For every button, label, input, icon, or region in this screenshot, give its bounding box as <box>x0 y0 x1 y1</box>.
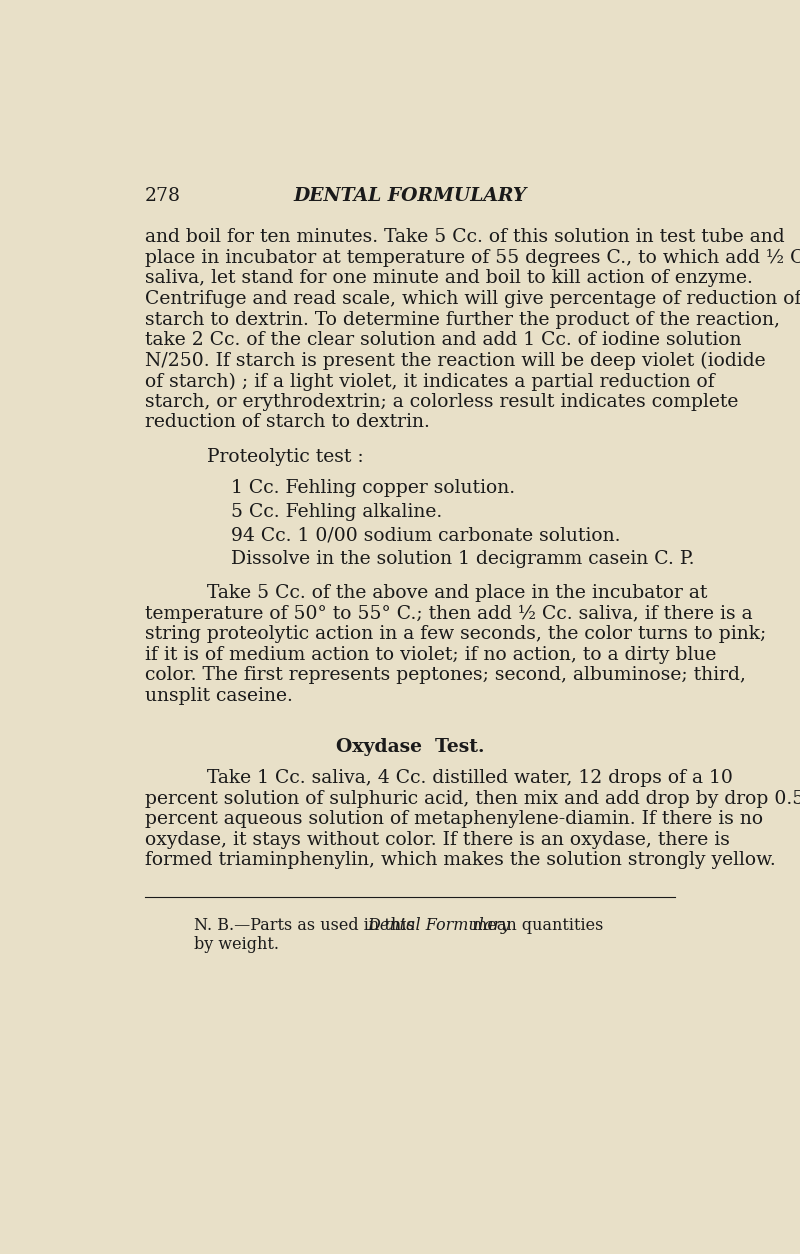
Text: mean quantities: mean quantities <box>466 917 603 934</box>
Text: saliva, let stand for one minute and boil to kill action of enzyme.: saliva, let stand for one minute and boi… <box>145 270 753 287</box>
Text: Oxydase  Test.: Oxydase Test. <box>336 739 484 756</box>
Text: Dental Formulary: Dental Formulary <box>367 917 510 934</box>
Text: N/250. If starch is present the reaction will be deep violet (iodide: N/250. If starch is present the reaction… <box>145 351 766 370</box>
Text: Take 1 Cc. saliva, 4 Cc. distilled water, 12 drops of a 10: Take 1 Cc. saliva, 4 Cc. distilled water… <box>206 769 733 788</box>
Text: percent solution of sulphuric acid, then mix and add drop by drop 0.5: percent solution of sulphuric acid, then… <box>145 790 800 808</box>
Text: 278: 278 <box>145 187 181 206</box>
Text: by weight.: by weight. <box>194 935 279 953</box>
Text: string proteolytic action in a few seconds, the color turns to pink;: string proteolytic action in a few secon… <box>145 626 766 643</box>
Text: Take 5 Cc. of the above and place in the incubator at: Take 5 Cc. of the above and place in the… <box>206 584 707 602</box>
Text: formed triaminphenylin, which makes the solution strongly yellow.: formed triaminphenylin, which makes the … <box>145 851 775 869</box>
Text: oxydase, it stays without color. If there is an oxydase, there is: oxydase, it stays without color. If ther… <box>145 831 730 849</box>
Text: if it is of medium action to violet; if no action, to a dirty blue: if it is of medium action to violet; if … <box>145 646 716 663</box>
Text: Proteolytic test :: Proteolytic test : <box>206 449 363 466</box>
Text: DENTAL FORMULARY: DENTAL FORMULARY <box>294 187 526 206</box>
Text: 1 Cc. Fehling copper solution.: 1 Cc. Fehling copper solution. <box>231 479 515 498</box>
Text: place in incubator at temperature of 55 degrees C., to which add ½ Cc.: place in incubator at temperature of 55 … <box>145 248 800 267</box>
Text: 94 Cc. 1 0/00 sodium carbonate solution.: 94 Cc. 1 0/00 sodium carbonate solution. <box>231 527 621 544</box>
Text: and boil for ten minutes. Take 5 Cc. of this solution in test tube and: and boil for ten minutes. Take 5 Cc. of … <box>145 228 784 246</box>
Text: Dissolve in the solution 1 decigramm casein C. P.: Dissolve in the solution 1 decigramm cas… <box>231 551 695 568</box>
Text: 5 Cc. Fehling alkaline.: 5 Cc. Fehling alkaline. <box>231 503 442 520</box>
Text: starch, or erythrodextrin; a colorless result indicates complete: starch, or erythrodextrin; a colorless r… <box>145 393 738 411</box>
Text: color. The first represents peptones; second, albuminose; third,: color. The first represents peptones; se… <box>145 666 746 685</box>
Text: percent aqueous solution of metaphenylene-diamin. If there is no: percent aqueous solution of metaphenylen… <box>145 810 762 829</box>
Text: temperature of 50° to 55° C.; then add ½ Cc. saliva, if there is a: temperature of 50° to 55° C.; then add ½… <box>145 604 752 623</box>
Text: take 2 Cc. of the clear solution and add 1 Cc. of iodine solution: take 2 Cc. of the clear solution and add… <box>145 331 741 349</box>
Text: of starch) ; if a light violet, it indicates a partial reduction of: of starch) ; if a light violet, it indic… <box>145 372 714 390</box>
Text: unsplit caseine.: unsplit caseine. <box>145 687 293 705</box>
Text: reduction of starch to dextrin.: reduction of starch to dextrin. <box>145 414 430 431</box>
Text: starch to dextrin. To determine further the product of the reaction,: starch to dextrin. To determine further … <box>145 311 780 329</box>
Text: N. B.—Parts as used in this: N. B.—Parts as used in this <box>194 917 420 934</box>
Text: Centrifuge and read scale, which will give percentage of reduction of: Centrifuge and read scale, which will gi… <box>145 290 800 308</box>
